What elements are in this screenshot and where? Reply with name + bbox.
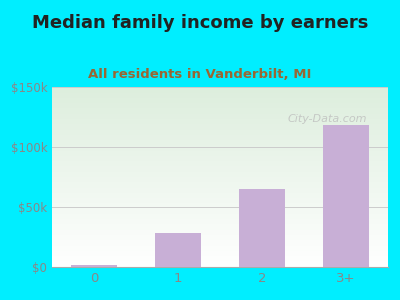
Text: Median family income by earners: Median family income by earners bbox=[32, 14, 368, 32]
Bar bbox=[155, 233, 201, 267]
Text: City-Data.com: City-Data.com bbox=[287, 114, 367, 124]
Bar bbox=[239, 189, 285, 267]
Bar bbox=[71, 265, 117, 267]
Bar bbox=[323, 125, 369, 267]
Text: All residents in Vanderbilt, MI: All residents in Vanderbilt, MI bbox=[88, 68, 312, 80]
